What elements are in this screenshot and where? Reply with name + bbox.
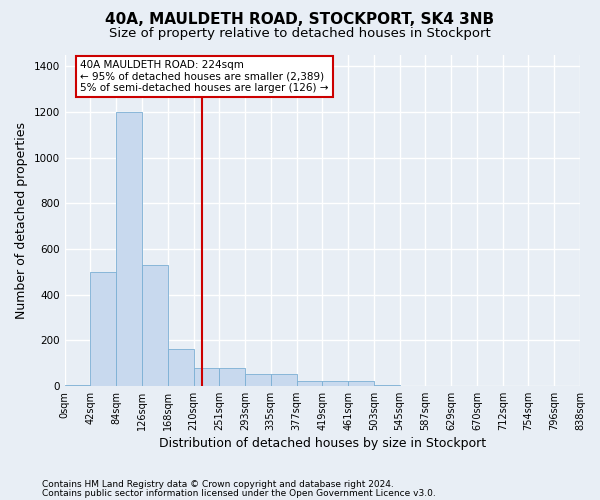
Bar <box>348 382 374 386</box>
Text: Contains public sector information licensed under the Open Government Licence v3: Contains public sector information licen… <box>42 490 436 498</box>
Text: Size of property relative to detached houses in Stockport: Size of property relative to detached ho… <box>109 28 491 40</box>
X-axis label: Distribution of detached houses by size in Stockport: Distribution of detached houses by size … <box>159 437 486 450</box>
Bar <box>245 374 271 386</box>
Text: 40A MAULDETH ROAD: 224sqm
← 95% of detached houses are smaller (2,389)
5% of sem: 40A MAULDETH ROAD: 224sqm ← 95% of detac… <box>80 60 329 93</box>
Bar <box>142 265 168 386</box>
Text: Contains HM Land Registry data © Crown copyright and database right 2024.: Contains HM Land Registry data © Crown c… <box>42 480 394 489</box>
Bar <box>296 382 322 386</box>
Bar <box>271 374 296 386</box>
Bar <box>116 112 142 386</box>
Bar <box>219 368 245 386</box>
Bar <box>193 368 219 386</box>
Text: 40A, MAULDETH ROAD, STOCKPORT, SK4 3NB: 40A, MAULDETH ROAD, STOCKPORT, SK4 3NB <box>106 12 494 28</box>
Y-axis label: Number of detached properties: Number of detached properties <box>15 122 28 319</box>
Bar <box>322 382 348 386</box>
Bar <box>168 350 193 386</box>
Bar <box>91 272 116 386</box>
